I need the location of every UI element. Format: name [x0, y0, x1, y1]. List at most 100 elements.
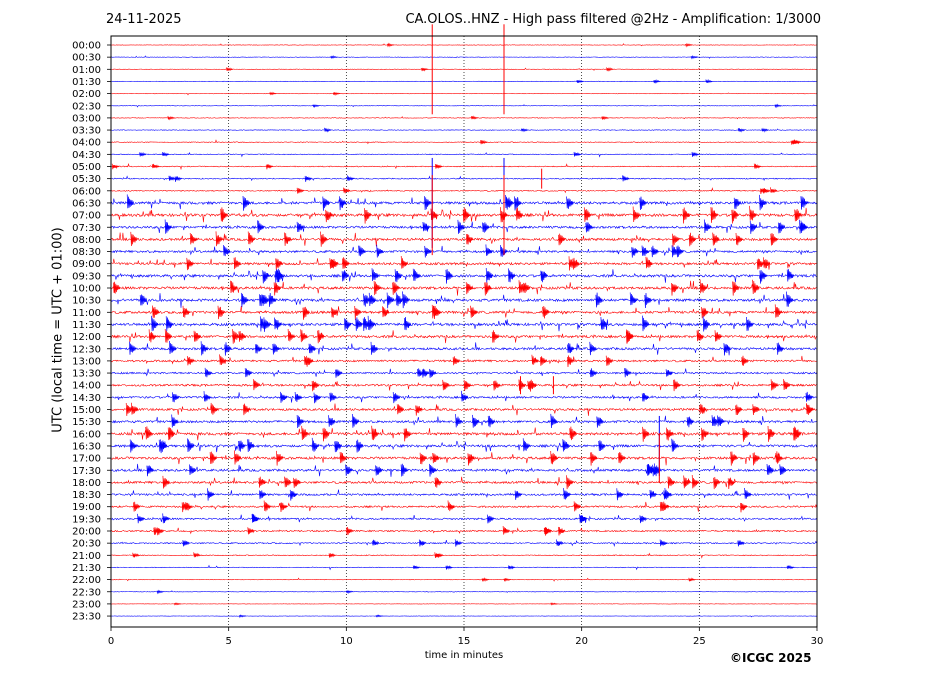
row-time-label: 21:00: [72, 551, 101, 562]
trace-burst: [671, 438, 679, 452]
trace-burst: [193, 552, 201, 558]
trace-burst: [186, 356, 195, 366]
trace-burst: [744, 487, 752, 499]
row-time-label: 15:30: [72, 417, 101, 428]
trace-burst: [125, 402, 134, 416]
trace-burst: [344, 318, 352, 331]
trace-burst: [711, 415, 719, 427]
trace-burst: [550, 451, 558, 465]
trace-burst: [247, 527, 255, 535]
trace-line: [110, 269, 817, 283]
trace-burst: [320, 231, 328, 247]
trace-burst: [259, 294, 267, 307]
trace-burst: [639, 515, 647, 524]
trace-burst: [162, 151, 170, 157]
trace-line: [110, 590, 817, 593]
trace-burst: [742, 427, 750, 442]
trace-burst: [400, 463, 409, 477]
row-time-label: 01:30: [72, 77, 101, 88]
trace-line: [110, 128, 817, 132]
trace-burst: [335, 369, 343, 378]
trace-burst: [113, 281, 121, 294]
row-time-label: 03:00: [72, 113, 101, 124]
trace-burst: [462, 207, 471, 222]
trace-burst: [685, 42, 693, 48]
row-time-label: 10:30: [72, 296, 101, 307]
trace-line: [110, 152, 817, 158]
trace-burst: [173, 602, 182, 606]
trace-line: [110, 318, 817, 332]
trace-burst: [770, 379, 779, 391]
trace-burst: [727, 477, 736, 489]
trace-burst: [735, 232, 743, 246]
trace-burst: [372, 539, 380, 546]
trace-burst: [671, 245, 679, 258]
trace-burst: [454, 539, 463, 547]
trace-burst: [148, 329, 157, 343]
x-tick-label: 5: [225, 636, 231, 647]
trace-burst: [702, 316, 711, 332]
trace-burst: [452, 356, 461, 366]
trace-burst: [189, 232, 198, 245]
trace-burst: [503, 577, 511, 582]
trace-burst: [311, 437, 320, 452]
trace-burst: [371, 268, 379, 281]
trace-burst: [219, 354, 227, 366]
trace-burst: [151, 315, 159, 332]
trace-line: [110, 552, 817, 559]
trace-burst: [522, 282, 531, 294]
trace-burst: [131, 402, 139, 415]
trace-burst: [688, 577, 696, 582]
row-time-label: 14:00: [72, 381, 101, 392]
trace-line: [110, 577, 817, 582]
row-time-label: 10:00: [72, 284, 101, 295]
trace-burst: [589, 341, 597, 356]
trace-burst: [382, 306, 390, 318]
trace-burst: [502, 525, 510, 535]
x-axis-label: time in minutes: [424, 650, 504, 661]
trace-burst: [606, 66, 614, 72]
trace-burst: [774, 304, 783, 318]
trace-line: [110, 427, 817, 441]
trace-burst: [491, 330, 500, 343]
trace-burst: [480, 139, 488, 145]
row-time-label: 08:00: [72, 235, 101, 246]
trace-burst: [514, 490, 523, 500]
trace-line: [110, 368, 817, 378]
trace-burst: [563, 488, 571, 500]
trace-burst: [126, 194, 135, 209]
trace-line: [110, 80, 817, 83]
trace-burst: [287, 329, 296, 342]
trace-burst: [596, 416, 604, 428]
trace-burst: [723, 343, 731, 356]
trace-burst: [182, 305, 190, 318]
trace-burst: [415, 405, 423, 416]
trace-burst: [493, 380, 501, 391]
trace-burst: [589, 368, 598, 378]
trace-burst: [776, 342, 785, 355]
row-time-label: 21:30: [72, 563, 101, 574]
row-time-label: 02:00: [72, 89, 101, 100]
trace-line: [110, 355, 817, 365]
trace-burst: [631, 247, 639, 258]
trace-burst: [600, 317, 608, 330]
trace-burst: [162, 475, 170, 489]
trace-burst: [240, 292, 249, 308]
trace-burst: [542, 306, 550, 319]
trace-burst: [470, 115, 479, 120]
trace-line: [110, 489, 817, 500]
row-time-label: 01:00: [72, 65, 101, 76]
trace-burst: [434, 163, 443, 169]
trace-burst: [429, 368, 437, 378]
trace-burst: [504, 195, 513, 209]
trace-burst: [230, 280, 238, 293]
row-time-label: 13:00: [72, 356, 101, 367]
trace-burst: [301, 425, 309, 441]
trace-burst: [735, 404, 743, 416]
trace-burst: [252, 379, 261, 391]
trace-burst: [431, 304, 440, 319]
trace-burst: [162, 513, 170, 524]
trace-burst: [400, 255, 409, 269]
trace-burst: [644, 292, 652, 309]
